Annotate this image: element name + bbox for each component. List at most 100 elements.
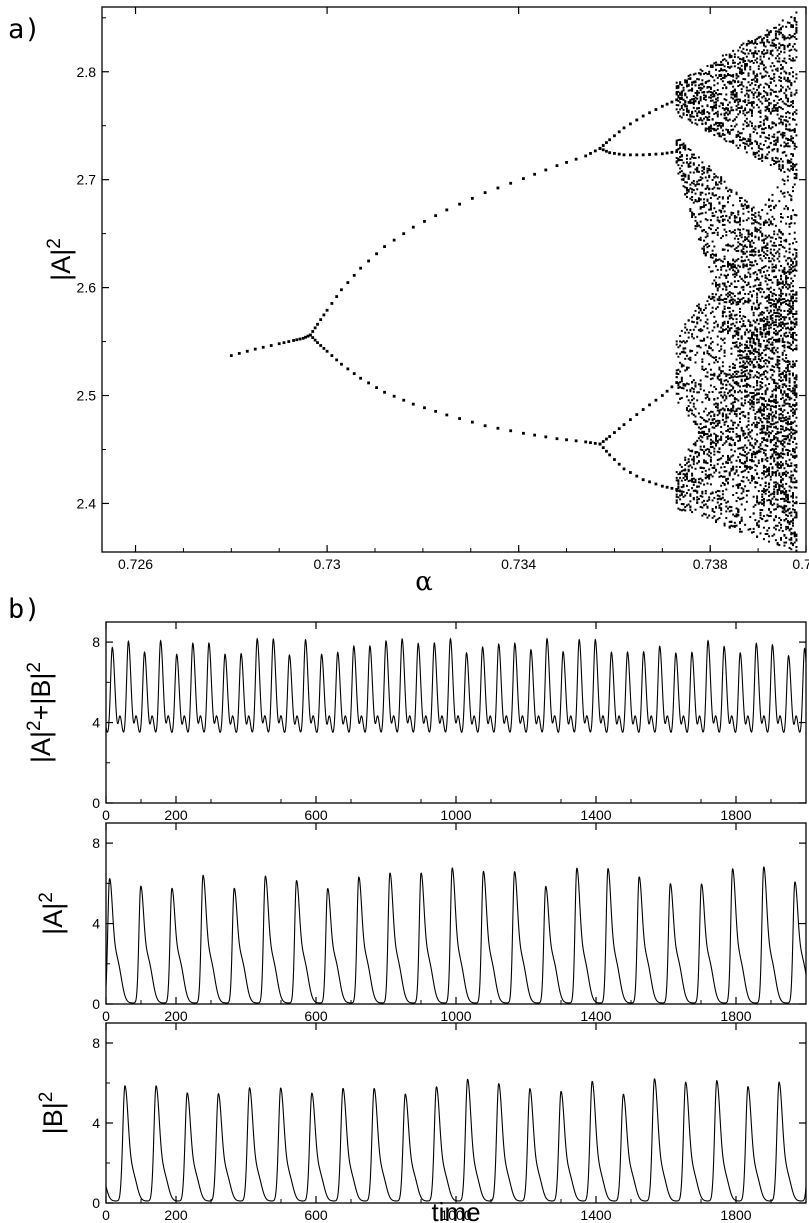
chaos-point bbox=[764, 52, 767, 55]
chaos-point bbox=[792, 26, 795, 29]
chaos-point bbox=[778, 387, 781, 390]
chaos-point bbox=[750, 477, 753, 480]
chaos-point bbox=[696, 423, 699, 426]
chaos-point bbox=[687, 101, 690, 104]
chaos-point bbox=[773, 300, 776, 303]
chaos-point bbox=[781, 316, 784, 319]
chaos-point bbox=[778, 75, 781, 78]
chaos-point bbox=[725, 234, 728, 237]
chaos-point bbox=[737, 300, 740, 303]
chaos-point bbox=[718, 74, 721, 77]
chaos-point bbox=[689, 409, 692, 412]
chaos-point bbox=[692, 443, 695, 446]
chaos-point bbox=[697, 316, 700, 319]
chaos-point bbox=[788, 388, 791, 391]
chaos-point bbox=[762, 339, 765, 342]
chaos-point bbox=[723, 282, 726, 285]
chaos-point bbox=[740, 487, 743, 490]
chaos-point bbox=[737, 384, 740, 387]
chaos-point bbox=[762, 407, 765, 410]
branch-point bbox=[613, 458, 616, 461]
chaos-point bbox=[675, 91, 678, 94]
chaos-point bbox=[780, 213, 783, 216]
chaos-point bbox=[793, 165, 796, 168]
chaos-point bbox=[744, 99, 747, 102]
chaos-point bbox=[764, 369, 767, 372]
chaos-point bbox=[713, 398, 716, 401]
chaos-point bbox=[786, 120, 789, 123]
chaos-point bbox=[750, 466, 753, 469]
chaos-point bbox=[790, 100, 793, 103]
chaos-point bbox=[788, 302, 791, 305]
chaos-point bbox=[715, 424, 718, 427]
chaos-point bbox=[768, 417, 771, 420]
chaos-point bbox=[745, 151, 748, 154]
chaos-point bbox=[764, 328, 767, 331]
chaos-point bbox=[701, 229, 704, 232]
chaos-point bbox=[764, 97, 767, 100]
chaos-point bbox=[769, 405, 772, 408]
chaos-point bbox=[762, 328, 765, 331]
chaos-point bbox=[699, 111, 702, 114]
chaos-point bbox=[771, 471, 774, 474]
chaos-point bbox=[740, 337, 743, 340]
chaos-point bbox=[742, 58, 745, 61]
chaos-point bbox=[773, 321, 776, 324]
branch-point bbox=[304, 335, 307, 339]
chaos-point bbox=[752, 302, 755, 305]
chaos-point bbox=[771, 281, 774, 284]
chaos-point bbox=[759, 365, 762, 368]
chaos-point bbox=[699, 118, 702, 121]
chaos-point bbox=[708, 448, 711, 451]
chaos-point bbox=[768, 86, 771, 89]
chaos-point bbox=[785, 96, 788, 99]
chaos-point bbox=[780, 27, 783, 30]
chaos-point bbox=[786, 495, 789, 498]
chaos-point bbox=[790, 165, 793, 168]
chaos-point bbox=[740, 71, 743, 74]
chaos-point bbox=[679, 489, 682, 492]
chaos-point bbox=[713, 441, 716, 444]
chaos-point bbox=[773, 370, 776, 373]
chaos-point bbox=[709, 368, 712, 371]
chaos-point bbox=[704, 375, 707, 378]
chaos-point bbox=[749, 244, 752, 247]
chaos-point bbox=[766, 445, 769, 448]
chaos-point bbox=[694, 198, 697, 201]
chaos-point bbox=[764, 140, 767, 143]
chaos-point bbox=[764, 318, 767, 321]
chaos-point bbox=[786, 402, 789, 405]
chaos-point bbox=[699, 176, 702, 179]
chaos-point bbox=[689, 183, 692, 186]
chaos-point bbox=[713, 106, 716, 109]
chaos-point bbox=[679, 472, 682, 475]
chaos-point bbox=[786, 463, 789, 466]
chaos-point bbox=[706, 437, 709, 440]
chaos-point bbox=[788, 428, 791, 431]
chaos-point bbox=[740, 349, 743, 352]
chaos-point bbox=[766, 499, 769, 502]
chaos-point bbox=[785, 137, 788, 140]
chaos-point bbox=[715, 74, 718, 77]
chaos-point bbox=[749, 407, 752, 410]
chaos-point bbox=[721, 324, 724, 327]
chaos-point bbox=[756, 522, 759, 525]
chaos-point bbox=[732, 362, 735, 365]
chaos-point bbox=[749, 515, 752, 518]
chaos-point bbox=[675, 343, 678, 346]
chaos-point bbox=[723, 297, 726, 300]
chaos-point bbox=[720, 182, 723, 185]
chaos-point bbox=[773, 64, 776, 67]
chaos-point bbox=[684, 93, 687, 96]
chaos-point bbox=[761, 386, 764, 389]
chaos-point bbox=[745, 390, 748, 393]
chaos-point bbox=[756, 411, 759, 414]
chaos-point bbox=[762, 426, 765, 429]
chaos-point bbox=[762, 123, 765, 126]
chaos-point bbox=[701, 184, 704, 187]
chaos-point bbox=[778, 269, 781, 272]
chaos-point bbox=[745, 329, 748, 332]
chaos-point bbox=[737, 514, 740, 517]
chaos-point bbox=[740, 519, 743, 522]
chaos-point bbox=[773, 450, 776, 453]
